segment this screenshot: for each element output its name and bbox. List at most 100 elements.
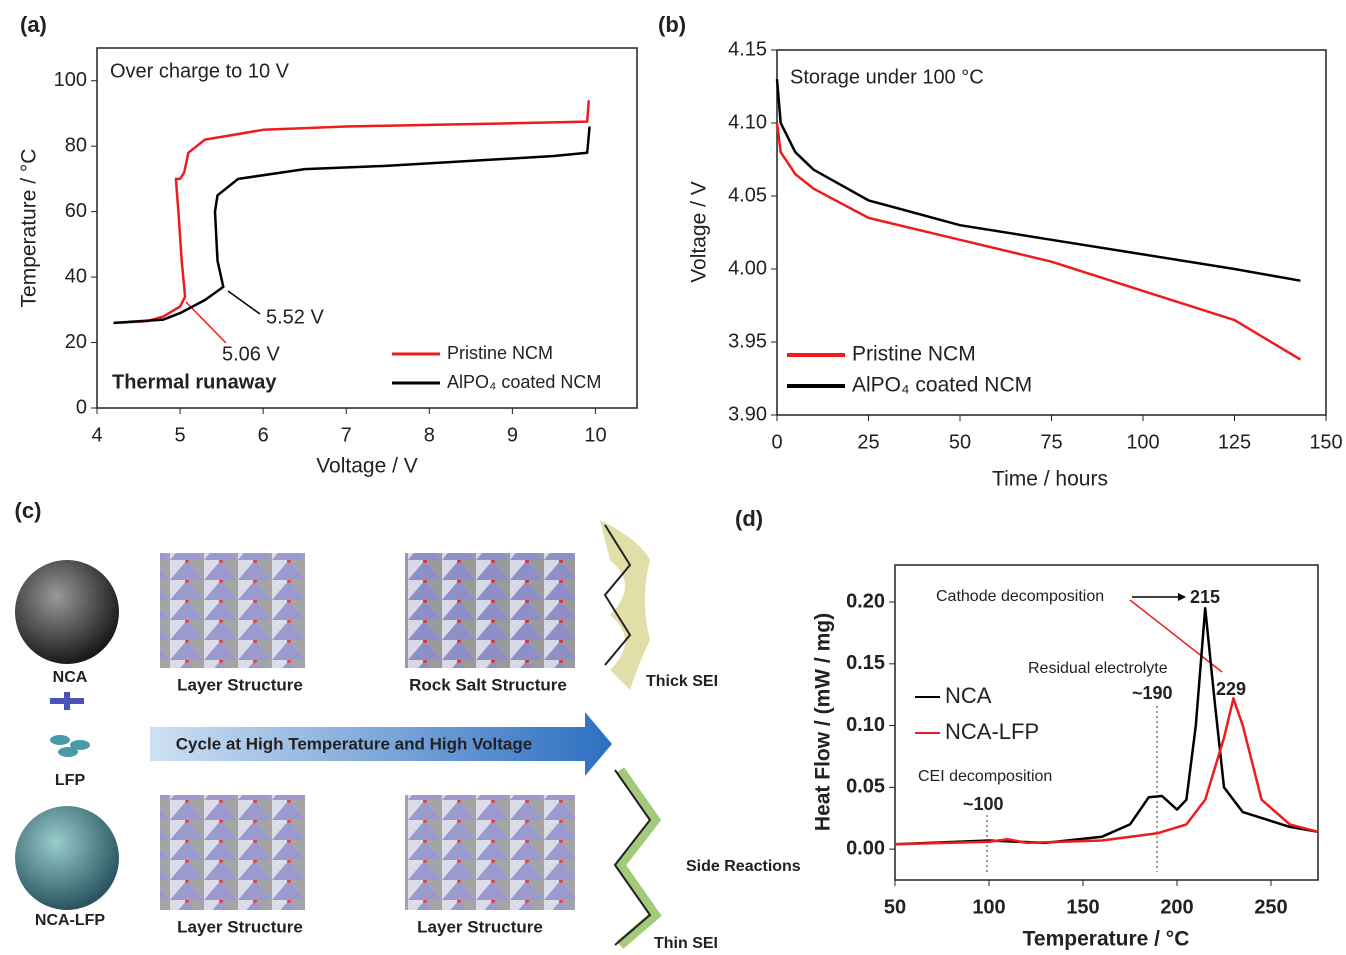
annotation: 5.52 V [266,306,324,328]
lfp-icon [50,735,70,745]
thin-sei [613,767,662,949]
panel-label: (d) [735,506,763,531]
x-tick-label: 100 [1126,431,1159,453]
diagram-label: Cycle at High Temperature and High Volta… [176,734,532,753]
x-tick-label: 75 [1040,431,1062,453]
x-tick-label: 250 [1254,896,1287,918]
y-tick-label: 100 [54,69,87,91]
annotation: Storage under 100 °C [790,66,984,88]
x-tick-label: 7 [341,424,352,446]
x-tick-label: 200 [1160,896,1193,918]
y-tick-label: 4.10 [728,111,767,133]
y-tick-label: 4.00 [728,257,767,279]
y-tick-label: 3.90 [728,403,767,425]
y-tick-label: 0 [76,396,87,418]
diagram-label: Thick SEI [646,673,718,690]
lattice [160,795,305,910]
data-line [894,697,1319,846]
legend-label: NCA [945,683,992,708]
panel-label: (b) [658,12,686,37]
x-tick-label: 50 [884,896,906,918]
diagram-label: NCA-LFP [35,912,106,929]
diagram-label: Rock Salt Structure [409,675,567,694]
y-tick-label: 60 [65,200,87,222]
y-tick-label: 0.10 [846,714,885,736]
diagram-label: Layer Structure [177,917,303,936]
data-line [775,122,1302,361]
diagram [15,520,662,949]
lattice [160,553,305,668]
annotation: ~190 [1132,683,1173,703]
annotation: Residual electrolyte [1028,660,1168,677]
diagram-label: Thin SEI [654,935,718,952]
y-axis-label: Temperature / °C [18,149,41,308]
y-tick-label: 4.05 [728,184,767,206]
y-tick-label: 80 [65,134,87,156]
x-axis-label: Temperature / °C [1023,928,1190,951]
x-axis-label: Voltage / V [316,455,418,478]
lattice [405,795,575,910]
plus-icon [50,692,84,710]
annotation-arrow [227,290,261,315]
lattice [405,553,575,668]
x-axis-label: Time / hours [992,468,1108,491]
diagram-label: Layer Structure [417,917,543,936]
legend-label: Pristine NCM [852,343,976,366]
annotation: CEI decomposition [918,768,1052,785]
diagram-label: LFP [55,772,86,789]
x-tick-label: 9 [507,424,518,446]
legend-label: AlPO₄ coated NCM [852,374,1032,397]
x-tick-label: 100 [972,896,1005,918]
legend-label: AlPO₄ coated NCM [447,372,601,392]
y-tick-label: 0.20 [846,590,885,612]
x-tick-label: 150 [1309,431,1342,453]
y-tick-label: 40 [65,265,87,287]
annotation: 229 [1216,679,1246,699]
x-tick-label: 5 [175,424,186,446]
electrode [613,769,652,946]
x-tick-label: 4 [91,424,102,446]
x-tick-label: 0 [771,431,782,453]
data-line [113,126,591,325]
x-tick-label: 50 [949,431,971,453]
y-axis-label: Heat Flow / (mW / mg) [812,613,835,831]
diagram-label: Layer Structure [177,675,303,694]
annotation-arrow [185,301,227,344]
plot-frame [96,47,638,409]
y-tick-label: 0.00 [846,837,885,859]
electrode [603,524,632,666]
y-axis-label: Voltage / V [688,181,711,283]
lfp-icon [58,747,78,757]
y-tick-label: 0.05 [846,776,885,798]
arrow-head [1178,593,1186,601]
thick-sei [600,520,650,690]
lfp-icon [70,740,90,750]
nca-lfp-particle [15,806,119,910]
legend-label: NCA-LFP [945,719,1039,744]
data-line [775,79,1301,282]
x-tick-label: 10 [584,424,606,446]
x-tick-label: 25 [857,431,879,453]
plot-frame [894,564,1319,881]
diagram-label: NCA [53,669,88,686]
y-tick-label: 4.15 [728,38,767,60]
x-tick-label: 8 [424,424,435,446]
diagram-label: Side Reactions [686,858,801,875]
x-tick-label: 150 [1066,896,1099,918]
y-tick-label: 0.15 [846,652,885,674]
y-tick-label: 3.95 [728,330,767,352]
y-tick-label: 20 [65,331,87,353]
annotation: Thermal runaway [112,371,277,393]
nca-particle [15,560,119,664]
annotation: 215 [1190,587,1220,607]
annotation: ~100 [963,794,1004,814]
diagram-label: (c) [15,498,42,523]
x-tick-label: 6 [258,424,269,446]
annotation: Over charge to 10 V [110,60,290,82]
data-line [894,606,1319,846]
legend-label: Pristine NCM [447,343,553,363]
annotation-arrow [1129,599,1223,673]
annotation: 5.06 V [222,343,280,365]
